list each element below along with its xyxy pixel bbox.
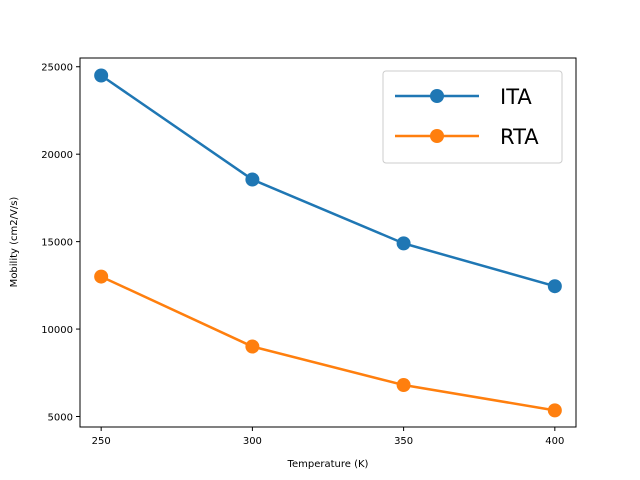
y-axis-ticks: 5000 10000 15000 20000 25000 bbox=[41, 63, 80, 424]
y-tick-label: 5000 bbox=[48, 413, 73, 424]
data-point-ita bbox=[245, 172, 260, 187]
x-tick-label: 350 bbox=[394, 436, 413, 447]
legend: ITA RTA bbox=[382, 70, 563, 164]
data-point-ita bbox=[94, 68, 109, 83]
series-line-rta bbox=[100, 275, 556, 412]
x-axis-ticks: 250 300 350 400 bbox=[92, 427, 564, 447]
x-tick-label: 400 bbox=[545, 436, 564, 447]
data-point-ita bbox=[547, 279, 562, 294]
data-point-rta bbox=[94, 269, 109, 284]
data-point-rta bbox=[396, 378, 411, 393]
y-tick-label: 20000 bbox=[41, 150, 73, 161]
legend-label-rta: RTA bbox=[500, 125, 539, 149]
plot-frame bbox=[79, 57, 577, 428]
series-line-ita bbox=[100, 74, 556, 288]
legend-marker-ita bbox=[430, 89, 444, 103]
data-point-rta bbox=[245, 339, 260, 354]
y-tick-label: 15000 bbox=[41, 238, 73, 249]
y-tick-label: 10000 bbox=[41, 325, 73, 336]
x-tick-label: 300 bbox=[243, 436, 262, 447]
legend-label-ita: ITA bbox=[500, 85, 532, 109]
y-tick-label: 25000 bbox=[41, 63, 73, 74]
legend-marker-rta bbox=[430, 129, 444, 143]
data-point-rta bbox=[547, 403, 562, 418]
x-axis-label: Temperature (K) bbox=[287, 459, 369, 470]
series-layer bbox=[94, 68, 562, 418]
y-axis-label: Mobility (cm2/V/s) bbox=[9, 197, 20, 288]
legend-box bbox=[382, 70, 563, 164]
data-point-ita bbox=[396, 236, 411, 251]
x-tick-label: 250 bbox=[92, 436, 111, 447]
